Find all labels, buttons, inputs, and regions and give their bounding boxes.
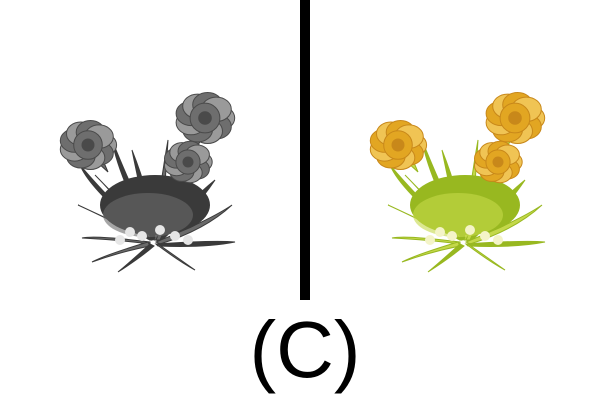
small-blossom — [115, 235, 125, 245]
small-blossom — [425, 235, 435, 245]
leaf-cluster-highlight — [413, 193, 503, 237]
grayscale-flower-illustration — [59, 92, 236, 273]
figure-caption: (C) — [249, 305, 361, 394]
grayscale-flower-panel — [0, 0, 300, 300]
grass-leaf — [427, 243, 465, 273]
small-blossom — [170, 231, 180, 241]
small-blossom — [480, 231, 490, 241]
small-blossom — [155, 225, 165, 235]
flower-core — [81, 138, 95, 152]
small-blossom — [447, 231, 457, 241]
grass-leaf — [91, 241, 151, 263]
grass-leaf — [464, 243, 506, 271]
vertical-divider — [300, 0, 310, 300]
flower-core — [198, 111, 212, 125]
small-blossom — [493, 235, 503, 245]
flower-core — [391, 138, 405, 152]
grass-leaf — [154, 243, 196, 271]
grass-leaf — [117, 243, 155, 273]
leaf-cluster-highlight — [103, 193, 193, 237]
grass-leaf — [401, 241, 461, 263]
flower-core — [492, 156, 504, 168]
small-blossom — [435, 227, 445, 237]
grass-leaf — [464, 240, 546, 247]
small-blossom — [137, 231, 147, 241]
small-blossom — [125, 227, 135, 237]
small-blossom — [465, 225, 475, 235]
color-flower-panel — [310, 0, 610, 300]
flower-core — [182, 156, 194, 168]
flower-core — [508, 111, 522, 125]
small-blossom — [183, 235, 193, 245]
grass-leaf — [154, 240, 236, 247]
color-flower-illustration — [369, 92, 546, 273]
